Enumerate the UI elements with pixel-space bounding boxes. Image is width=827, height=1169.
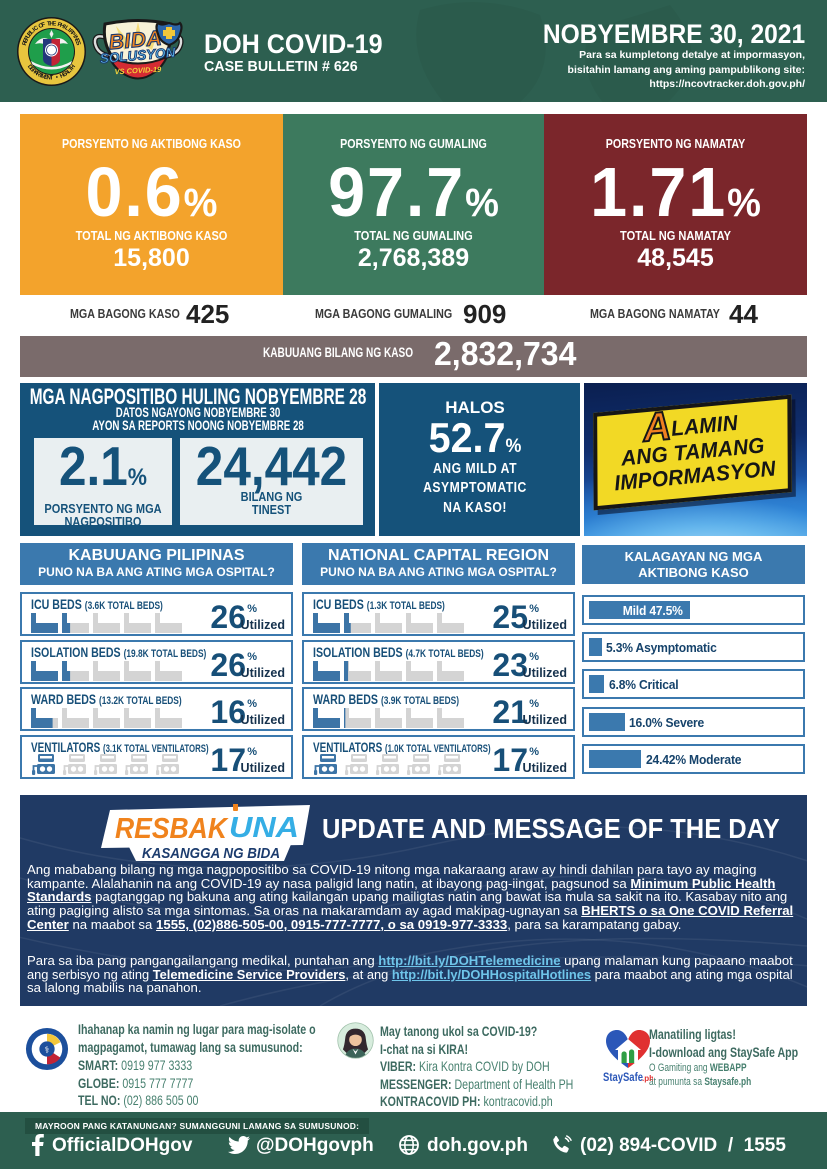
svg-text:R: R xyxy=(22,40,29,47)
svg-text:U: U xyxy=(25,33,32,40)
svg-text:RESBAK: RESBAK xyxy=(115,813,229,845)
svg-text:T: T xyxy=(38,73,44,80)
svg-text:H: H xyxy=(70,64,77,71)
svg-text:F: F xyxy=(41,22,47,29)
svg-text:BIDA: BIDA xyxy=(108,27,163,55)
svg-text:.ph: .ph xyxy=(642,1074,653,1083)
svg-text:N: N xyxy=(72,35,79,42)
svg-text:T: T xyxy=(68,66,75,73)
svg-text:M: M xyxy=(40,74,47,81)
svg-text:A: A xyxy=(32,70,40,78)
svg-text:N: N xyxy=(46,75,51,81)
svg-text:H: H xyxy=(59,73,65,80)
svg-text:L: L xyxy=(63,25,70,32)
svg-text:E: E xyxy=(43,75,48,82)
svg-text:•: • xyxy=(55,75,58,81)
svg-text:E: E xyxy=(23,38,30,44)
svg-text:I: I xyxy=(66,28,71,34)
svg-text:P: P xyxy=(30,68,37,75)
svg-text:I: I xyxy=(62,24,67,30)
svg-text:S: S xyxy=(74,41,81,47)
svg-text:A: A xyxy=(64,69,72,77)
svg-text:StaySafe: StaySafe xyxy=(603,1072,643,1084)
svg-text:I: I xyxy=(71,34,77,39)
svg-text:E: E xyxy=(28,66,35,73)
svg-text:H: H xyxy=(49,21,53,27)
svg-text:SOLUSYON: SOLUSYON xyxy=(99,45,176,67)
svg-text:P: P xyxy=(69,31,76,38)
svg-text:L: L xyxy=(29,29,36,36)
svg-text:T: T xyxy=(47,21,52,27)
svg-text:O: O xyxy=(38,23,45,30)
svg-text:I: I xyxy=(32,27,37,33)
svg-text:L: L xyxy=(66,68,73,75)
svg-text:D: D xyxy=(26,64,34,72)
svg-text:P: P xyxy=(57,22,63,29)
svg-text:E: E xyxy=(73,38,80,44)
svg-text:E: E xyxy=(52,21,57,27)
svg-text:UNA: UNA xyxy=(229,812,299,844)
svg-text:T: T xyxy=(50,76,54,82)
svg-text:KASANGGA NG BIDA: KASANGGA NG BIDA xyxy=(142,845,280,862)
svg-text:C: C xyxy=(33,25,40,33)
svg-text:E: E xyxy=(62,71,68,78)
svg-text:B: B xyxy=(27,30,35,38)
svg-text:P: P xyxy=(67,29,74,36)
svg-text:H: H xyxy=(59,23,65,30)
svg-text:VS COVID-19: VS COVID-19 xyxy=(114,65,162,76)
svg-text:⚕: ⚕ xyxy=(44,1045,49,1056)
svg-text:P: P xyxy=(24,35,31,41)
svg-text:R: R xyxy=(35,71,42,79)
